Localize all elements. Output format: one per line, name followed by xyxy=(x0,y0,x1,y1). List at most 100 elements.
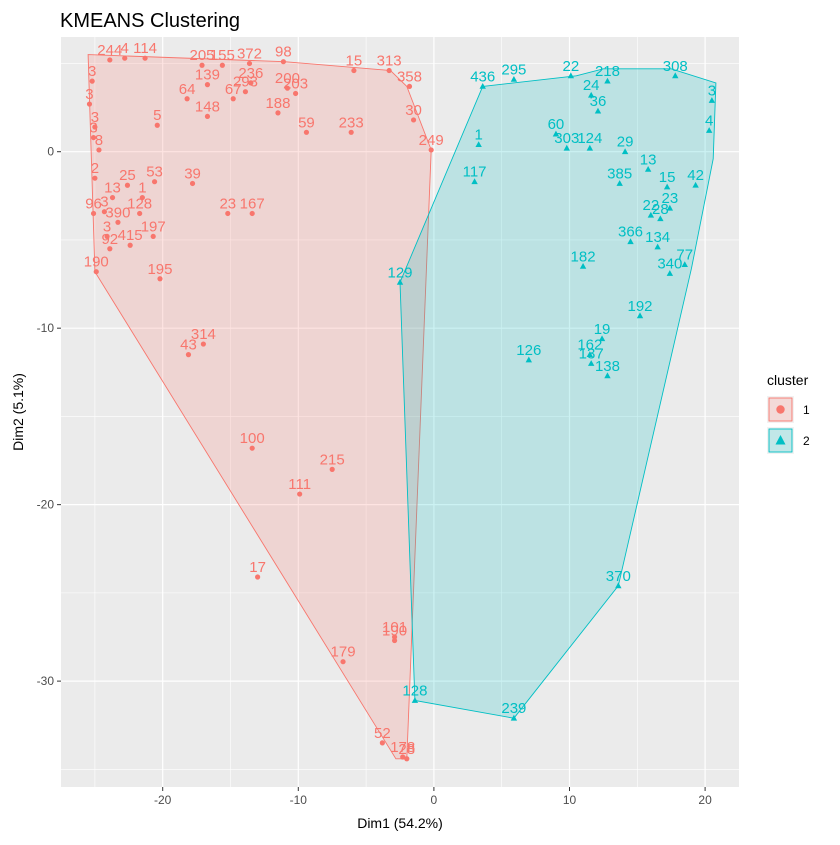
x-tick-label: -10 xyxy=(290,793,308,807)
point-label: 203 xyxy=(283,75,308,92)
cluster-1-point xyxy=(275,110,281,116)
cluster-1-point xyxy=(107,57,113,63)
point-label: 13 xyxy=(640,151,657,168)
point-label: 249 xyxy=(419,132,444,149)
point-label: 182 xyxy=(571,248,596,265)
point-label: 215 xyxy=(320,451,345,468)
cluster-1-point xyxy=(204,82,211,88)
point-label: 30 xyxy=(405,102,422,119)
point-label: 370 xyxy=(606,568,631,585)
cluster-1-point xyxy=(200,341,206,347)
point-label: 372 xyxy=(237,45,262,62)
cluster-2-point xyxy=(586,351,594,358)
cluster-2-point xyxy=(587,360,595,366)
cluster-1-point xyxy=(379,740,385,746)
point-label: 22 xyxy=(643,197,660,214)
cluster-1-point xyxy=(89,78,95,84)
cluster-2-point xyxy=(705,127,713,133)
cluster-1-point xyxy=(92,175,98,181)
cluster-hulls xyxy=(87,54,717,760)
cluster-1-point xyxy=(185,352,192,358)
point-label: 1 xyxy=(138,180,146,197)
point-label: 8 xyxy=(95,132,103,149)
point-label: 111 xyxy=(288,476,311,493)
cluster-1-point xyxy=(292,90,299,97)
cluster-1-point xyxy=(242,89,249,95)
point-label: 77 xyxy=(676,247,693,264)
point-label: 92 xyxy=(101,231,118,248)
point-label: 390 xyxy=(105,204,130,221)
point-label: 4 xyxy=(705,113,713,130)
cluster-1-point xyxy=(230,96,236,102)
point-label: 139 xyxy=(195,67,220,84)
point-label: 60 xyxy=(548,116,565,133)
cluster-2-point xyxy=(681,261,688,268)
cluster-1-point xyxy=(303,129,310,135)
point-label: 137 xyxy=(579,345,604,362)
cluster-1-point xyxy=(151,179,158,185)
point-label: 13 xyxy=(104,180,121,197)
cluster-1-point xyxy=(255,574,261,580)
cluster-2-point xyxy=(666,270,674,276)
cluster-2-hull xyxy=(399,68,717,719)
point-label: 67 xyxy=(225,81,242,98)
y-axis-title: Dim2 (5.1%) xyxy=(10,373,26,451)
point-label: 128 xyxy=(127,195,152,212)
point-label: 385 xyxy=(607,165,632,182)
cluster-1-point xyxy=(351,67,357,74)
point-label: 124 xyxy=(577,130,602,147)
cluster-1-point xyxy=(96,147,102,153)
cluster-2-point xyxy=(510,75,518,82)
point-label: 138 xyxy=(595,358,620,375)
point-label: 3 xyxy=(708,83,716,100)
point-label: 1 xyxy=(474,127,482,144)
cluster-2-point xyxy=(692,181,699,188)
point-label: 29 xyxy=(617,134,634,151)
cluster-1-point xyxy=(109,194,116,201)
point-label: 195 xyxy=(147,261,172,278)
point-label: 167 xyxy=(240,195,265,212)
cluster-1-point xyxy=(127,242,133,248)
cluster-1-point xyxy=(204,113,211,120)
point-label: 2 xyxy=(91,160,99,177)
cluster-1-point xyxy=(150,233,156,240)
cluster-2-point xyxy=(636,312,644,319)
cluster-2-point xyxy=(525,356,533,363)
plot-panel xyxy=(61,37,739,787)
point-label: 179 xyxy=(331,644,356,661)
cluster-1-point xyxy=(142,55,148,61)
point-label: 358 xyxy=(397,68,422,85)
point-label: 239 xyxy=(501,700,526,717)
cluster-1-point xyxy=(90,134,97,141)
point-label: 17 xyxy=(249,559,266,576)
point-label: 303 xyxy=(554,130,579,147)
legend-label: 1 xyxy=(803,403,810,417)
point-label: 314 xyxy=(191,326,216,343)
cluster-1-point xyxy=(404,756,410,762)
y-tick-label: -10 xyxy=(37,321,55,335)
axis-ticks: -20 -10 0 10 20 0 -10 -20 -30 xyxy=(37,145,712,807)
cluster-1-point xyxy=(137,210,143,217)
cluster-2-point xyxy=(479,83,486,89)
cluster-2-point xyxy=(586,144,594,151)
point-label: 36 xyxy=(590,93,607,110)
point-label: 313 xyxy=(377,53,402,70)
y-tick-label: 0 xyxy=(47,145,54,159)
point-label: 295 xyxy=(501,61,526,78)
cluster-2-point xyxy=(644,165,652,172)
cluster-1-point xyxy=(249,445,255,451)
cluster-1-point xyxy=(107,246,113,252)
point-label: 22 xyxy=(563,58,580,75)
cluster-2-point xyxy=(647,211,655,218)
point-label: 293 xyxy=(233,74,258,91)
point-label: 3 xyxy=(85,86,93,103)
cluster-1-point xyxy=(340,659,346,665)
cluster-2-point xyxy=(604,77,611,84)
chart-title: KMEANS Clustering xyxy=(60,10,240,32)
point-label: 188 xyxy=(265,95,290,112)
x-tick-label: 10 xyxy=(563,793,577,807)
cluster-1-point xyxy=(391,637,398,644)
